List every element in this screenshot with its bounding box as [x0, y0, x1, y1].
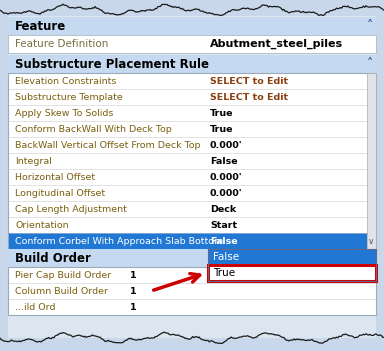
Bar	[8, 55, 376, 73]
Text: True: True	[213, 268, 235, 278]
Text: 1: 1	[130, 271, 137, 279]
Text: Orientation: Orientation	[15, 220, 69, 230]
Text: Column Build Order: Column Build Order	[15, 286, 108, 296]
Bar	[8, 17, 376, 35]
Text: Pier Cap Build Order: Pier Cap Build Order	[15, 271, 111, 279]
Text: 0.000': 0.000'	[210, 140, 243, 150]
Text: Abutment_steel_piles: Abutment_steel_piles	[210, 39, 343, 49]
Text: False: False	[210, 237, 238, 245]
Text: Feature: Feature	[15, 20, 66, 33]
Bar	[208, 249, 376, 281]
Text: v: v	[369, 237, 374, 245]
Text: ˄: ˄	[367, 20, 373, 33]
Bar	[367, 73, 376, 249]
Text: 0.000': 0.000'	[210, 188, 243, 198]
Text: Elevation Constraints: Elevation Constraints	[15, 77, 116, 86]
Text: Build Order: Build Order	[15, 252, 91, 265]
Bar	[9, 233, 367, 249]
Bar	[208, 265, 376, 281]
Text: True: True	[210, 125, 233, 133]
Text: Deck: Deck	[210, 205, 236, 213]
Text: Apply Skew To Solids: Apply Skew To Solids	[15, 108, 113, 118]
Text: True: True	[210, 108, 233, 118]
Bar	[8, 267, 376, 315]
Text: Cap Length Adjustment: Cap Length Adjustment	[15, 205, 127, 213]
Text: Feature Definition: Feature Definition	[15, 39, 108, 49]
Bar	[8, 35, 376, 53]
Text: Substructure Template: Substructure Template	[15, 93, 123, 101]
Text: Conform BackWall With Deck Top: Conform BackWall With Deck Top	[15, 125, 172, 133]
Text: 1: 1	[130, 286, 137, 296]
Text: SELECT to Edit: SELECT to Edit	[210, 77, 288, 86]
Bar	[208, 265, 376, 281]
Text: Integral: Integral	[15, 157, 52, 166]
Text: False: False	[213, 252, 239, 262]
Text: Horizontal Offset: Horizontal Offset	[15, 172, 95, 181]
Text: ...ild Ord: ...ild Ord	[15, 303, 56, 311]
Text: Start: Start	[210, 220, 237, 230]
Text: 1: 1	[130, 303, 137, 311]
Text: False: False	[210, 157, 238, 166]
Text: Conform Corbel With Approach Slab Bottom: Conform Corbel With Approach Slab Bottom	[15, 237, 223, 245]
Bar	[8, 73, 376, 249]
Bar	[8, 249, 376, 267]
Text: Substructure Placement Rule: Substructure Placement Rule	[15, 58, 209, 71]
Bar	[208, 249, 376, 265]
Text: BackWall Vertical Offset From Deck Top: BackWall Vertical Offset From Deck Top	[15, 140, 200, 150]
Text: SELECT to Edit: SELECT to Edit	[210, 93, 288, 101]
Text: ˄: ˄	[367, 58, 373, 71]
Text: Longitudinal Offset: Longitudinal Offset	[15, 188, 105, 198]
Text: 0.000': 0.000'	[210, 172, 243, 181]
